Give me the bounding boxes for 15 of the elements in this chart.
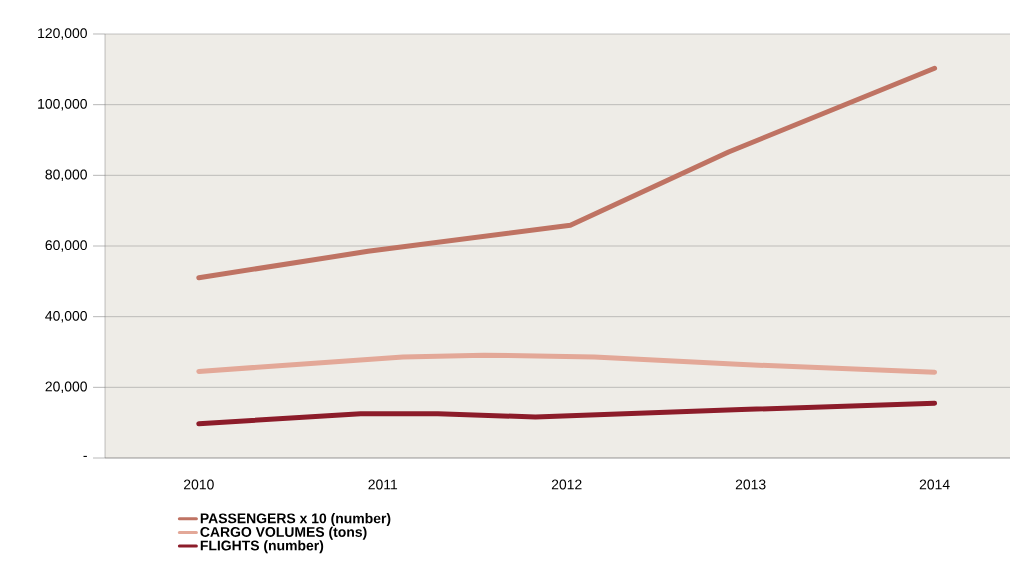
x-tick-label: 2012 (551, 479, 582, 490)
legend-label: FLIGHTS (number) (200, 540, 324, 554)
y-tick-label: 60,000 (45, 240, 87, 252)
x-tick-label: 2011 (368, 479, 398, 490)
x-tick-label: 2013 (735, 479, 766, 490)
y-tick-label: 40,000 (45, 310, 87, 323)
legend-label: PASSENGERS x 10 (number) (200, 513, 391, 527)
y-tick-label: 80,000 (45, 169, 87, 182)
x-tick-label: 2010 (184, 479, 214, 490)
legend-label: CARGO VOLUMES (tons) (200, 526, 367, 540)
y-tick-label: - (83, 455, 87, 457)
y-tick-label: 100,000 (38, 98, 87, 111)
y-tick-label: 120,000 (38, 28, 87, 40)
x-tick-label: 2014 (919, 479, 950, 490)
y-tick-label: 20,000 (45, 381, 87, 394)
